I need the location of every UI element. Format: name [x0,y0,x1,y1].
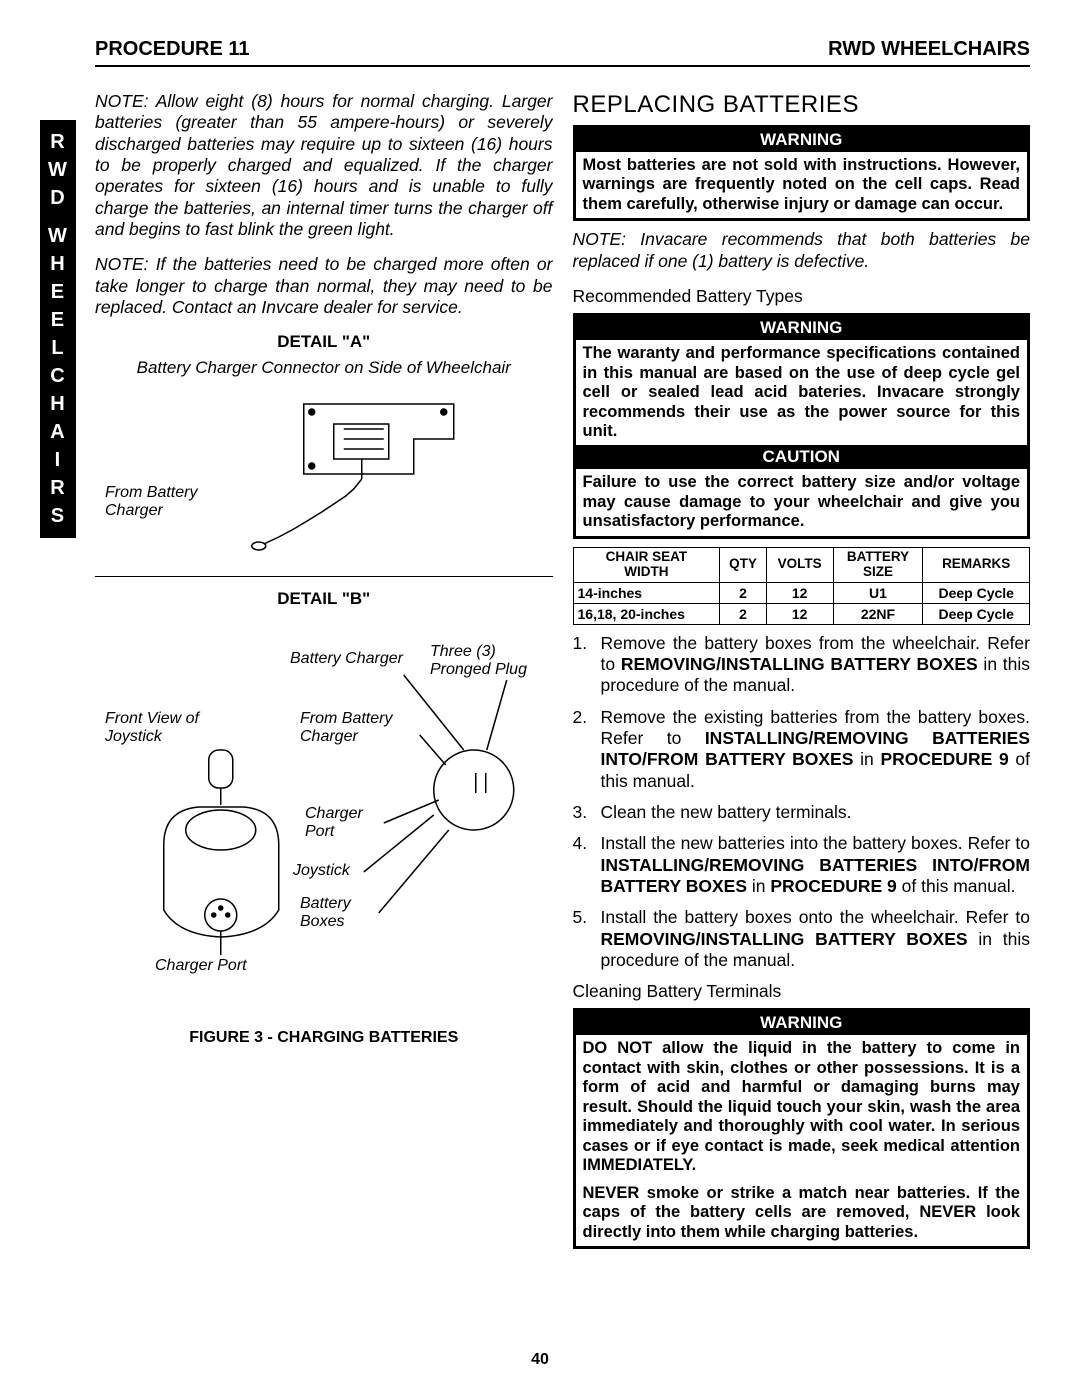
warning-title-2: WARNING [576,316,1028,340]
note-recommend: NOTE: Invacare recommends that both batt… [573,229,1031,272]
table-header: CHAIR SEATWIDTH [573,547,720,582]
battery-table: CHAIR SEATWIDTHQTYVOLTSBATTERYSIZEREMARK… [573,547,1031,625]
note-charging-time: NOTE: Allow eight (8) hours for normal c… [95,91,553,240]
header-product: RWD WHEELCHAIRS [828,38,1030,61]
page-number: 40 [0,1351,1080,1369]
label-battery-boxes: Battery Boxes [300,895,380,931]
table-header: BATTERYSIZE [833,547,923,582]
detail-b-label: DETAIL "B" [95,589,553,609]
figure-caption: FIGURE 3 - CHARGING BATTERIES [95,1029,553,1047]
table-header: REMARKS [923,547,1030,582]
steps-list: Remove the battery boxes from the wheelc… [573,633,1031,972]
right-column: REPLACING BATTERIES WARNING Most batteri… [573,91,1031,1257]
list-item: Clean the new battery terminals. [573,802,1031,823]
label-joystick: Joystick [293,862,350,880]
warning-box-1: WARNING Most batteries are not sold with… [573,125,1031,221]
list-item: Install the battery boxes onto the wheel… [573,907,1031,971]
left-column: NOTE: Allow eight (8) hours for normal c… [95,91,553,1257]
warning-body-3: DO NOT allow the liquid in the battery t… [576,1035,1028,1246]
warning-3-p1: DO NOT allow the liquid in the battery t… [583,1039,1021,1175]
list-item: Remove the battery boxes from the wheelc… [573,633,1031,697]
warning-body-1: Most batteries are not sold with instruc… [576,152,1028,218]
detail-b-diagram: Battery Charger Three (3) Pronged Plug F… [95,615,553,1015]
list-item: Install the new batteries into the batte… [573,833,1031,897]
list-item: Remove the existing batteries from the b… [573,707,1031,792]
caution-title: CAUTION [576,445,1028,469]
detail-a-label: DETAIL "A" [95,332,553,352]
note-replace: NOTE: If the batteries need to be charge… [95,254,553,318]
warning-title-1: WARNING [576,128,1028,152]
table-header: VOLTS [766,547,833,582]
label-charger-port: Charger Port [305,805,385,841]
table-header: QTY [720,547,766,582]
table-row: 14-inches212U1Deep Cycle [573,582,1030,603]
detail-a-caption: Battery Charger Connector on Side of Whe… [95,358,553,378]
detail-a-diagram: From Battery Charger [95,384,553,564]
warning-box-3: WARNING DO NOT allow the liquid in the b… [573,1008,1031,1249]
subhead-recommended-types: Recommended Battery Types [573,286,1031,307]
page-header: PROCEDURE 11 RWD WHEELCHAIRS [95,38,1030,67]
warning-3-p2: NEVER smoke or strike a match near batte… [583,1184,1021,1242]
label-from-charger-a: From Battery Charger [105,484,225,520]
warning-caution-box: WARNING The waranty and performance spec… [573,313,1031,539]
heading-replacing-batteries: REPLACING BATTERIES [573,91,1031,119]
label-charger-port-2: Charger Port [155,957,247,975]
label-battery-charger: Battery Charger [290,650,403,668]
label-front-joystick: Front View of Joystick [105,710,225,746]
warning-body-2: The waranty and performance specificatio… [576,340,1028,445]
label-three-prong: Three (3) Pronged Plug [430,643,540,679]
table-row: 16,18, 20-inches21222NFDeep Cycle [573,603,1030,624]
header-procedure: PROCEDURE 11 [95,38,250,61]
side-tab-label: RWD WHEELCHAIRS [40,120,76,538]
caution-body: Failure to use the correct battery size … [576,469,1028,535]
label-from-charger-b: From Battery Charger [300,710,410,746]
divider [95,576,553,577]
subhead-cleaning: Cleaning Battery Terminals [573,981,1031,1002]
warning-title-3: WARNING [576,1011,1028,1035]
